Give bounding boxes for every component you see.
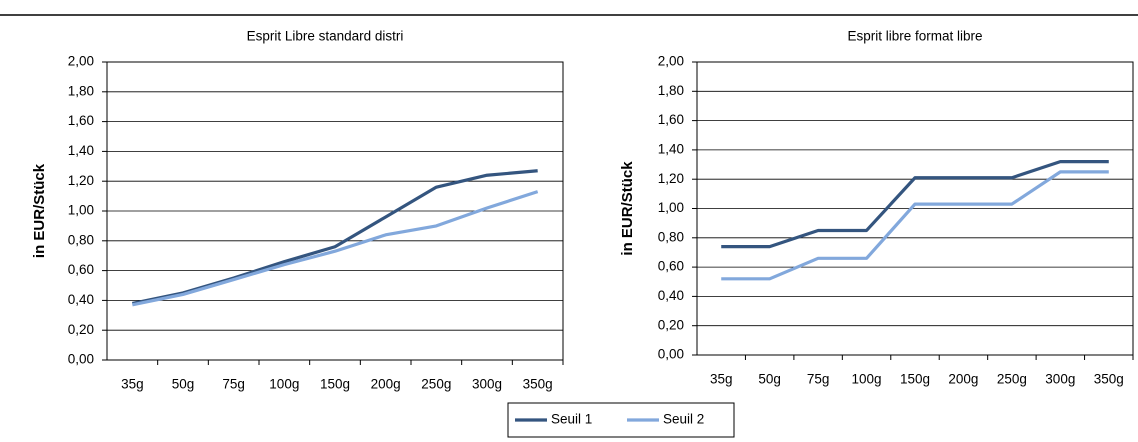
x-tick-label: 35g (121, 377, 144, 392)
y-tick-label: 1,40 (658, 141, 684, 156)
y-axis-label: in EUR/Stück (619, 161, 636, 256)
x-tick-label: 200g (371, 377, 401, 392)
chart-title: Esprit Libre standard distri (247, 29, 404, 44)
series-line (132, 169, 538, 305)
x-tick-label: 200g (948, 372, 978, 387)
y-tick-label: 2,00 (658, 54, 684, 69)
y-tick-label: 2,00 (68, 54, 94, 69)
y-tick-label: 0,20 (68, 322, 94, 337)
x-tick-label: 100g (269, 377, 299, 392)
x-tick-label: 150g (900, 372, 930, 387)
x-tick-label: 150g (320, 377, 350, 392)
y-tick-label: 0,60 (68, 262, 94, 277)
x-tick-label: 100g (852, 372, 882, 387)
x-tick-label: 350g (1094, 372, 1124, 387)
series-line (721, 160, 1109, 249)
y-tick-label: 0,40 (658, 288, 684, 303)
x-tick-label: 250g (997, 372, 1027, 387)
x-tick-label: 75g (807, 372, 830, 387)
y-axis-label: in EUR/Stück (31, 163, 48, 258)
y-tick-label: 0,00 (658, 347, 684, 362)
y-tick-label: 1,80 (658, 83, 684, 98)
series-line (721, 170, 1109, 281)
y-tick-label: 0,60 (658, 259, 684, 274)
plot-frame (106, 61, 564, 361)
y-tick-label: 1,80 (68, 83, 94, 98)
x-tick-label: 300g (1045, 372, 1075, 387)
y-tick-label: 1,60 (68, 113, 94, 128)
x-tick-label: 350g (523, 377, 553, 392)
y-tick-label: 1,40 (68, 143, 94, 158)
plot-frame (696, 61, 1134, 356)
x-tick-label: 75g (222, 377, 245, 392)
x-tick-label: 35g (710, 372, 733, 387)
y-tick-label: 1,60 (658, 112, 684, 127)
x-tick-label: 250g (421, 377, 451, 392)
y-tick-label: 0,80 (68, 232, 94, 247)
y-tick-label: 0,40 (68, 292, 94, 307)
x-tick-label: 300g (472, 377, 502, 392)
legend-label: Seuil 1 (551, 412, 592, 427)
y-tick-label: 1,20 (68, 173, 94, 188)
y-tick-label: 1,20 (658, 171, 684, 186)
y-tick-label: 0,80 (658, 229, 684, 244)
series-line (132, 190, 539, 307)
y-tick-label: 1,00 (68, 203, 94, 218)
x-tick-label: 50g (172, 377, 195, 392)
y-tick-label: 0,00 (68, 352, 94, 367)
y-tick-label: 1,00 (658, 200, 684, 215)
legend-label: Seuil 2 (663, 412, 704, 427)
x-tick-label: 50g (758, 372, 781, 387)
chart-title: Esprit libre format libre (847, 29, 982, 44)
y-tick-label: 0,20 (658, 317, 684, 332)
